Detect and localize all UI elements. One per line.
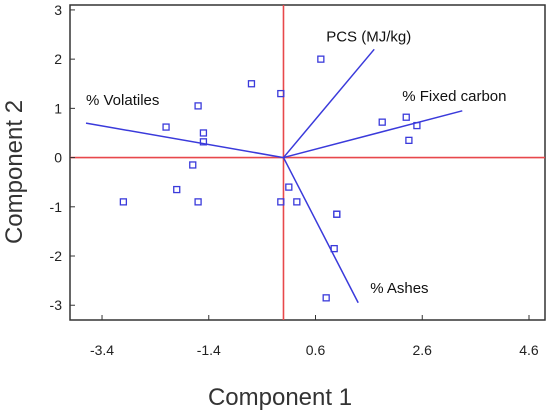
y-tick-label: -3 bbox=[50, 297, 63, 313]
x-tick-label: 4.6 bbox=[519, 342, 539, 358]
score-point bbox=[277, 198, 285, 206]
y-tick-label: 3 bbox=[54, 2, 62, 18]
score-point bbox=[405, 136, 413, 145]
y-tick-label: -2 bbox=[50, 248, 63, 264]
loading-vector bbox=[283, 110, 463, 159]
x-tick-label: 2.6 bbox=[413, 342, 433, 358]
score-point bbox=[293, 198, 301, 206]
loading-vector bbox=[85, 122, 284, 159]
score-point bbox=[330, 244, 338, 253]
score-point bbox=[173, 185, 181, 194]
score-point bbox=[378, 118, 386, 126]
x-tick-label: -3.4 bbox=[90, 342, 114, 358]
loading-vectors: PCS (MJ/kg) % Fixed carbon % Volatiles % As… bbox=[85, 28, 506, 304]
score-point bbox=[317, 55, 325, 63]
y-tick-label: 0 bbox=[54, 150, 62, 166]
score-point bbox=[189, 161, 197, 169]
score-point bbox=[199, 138, 208, 146]
x-axis-ticks: -3.4 -1.4 0.6 2.6 4.6 bbox=[90, 315, 539, 358]
y-tick-label: -1 bbox=[50, 199, 63, 215]
score-point bbox=[199, 129, 208, 137]
score-point bbox=[247, 80, 256, 88]
x-tick-label: -1.4 bbox=[197, 342, 221, 358]
vector-label: PCS (MJ/kg) bbox=[326, 28, 411, 45]
score-point bbox=[333, 210, 341, 218]
vector-label: % Ashes bbox=[370, 280, 428, 297]
loading-vector bbox=[282, 157, 359, 304]
score-point bbox=[277, 89, 285, 98]
score-point bbox=[194, 198, 202, 206]
score-point bbox=[119, 198, 128, 206]
vector-label: % Fixed carbon bbox=[402, 88, 506, 105]
loading-vector bbox=[282, 48, 375, 159]
score-point bbox=[162, 123, 170, 131]
score-point bbox=[194, 102, 202, 110]
y-axis-ticks: 3 2 1 0 -1 -2 -3 bbox=[50, 2, 75, 313]
score-point bbox=[333, 210, 341, 218]
score-point bbox=[285, 183, 293, 191]
x-axis-title: Component 1 bbox=[208, 384, 352, 411]
score-points bbox=[119, 55, 421, 302]
x-tick-label: 0.6 bbox=[306, 342, 326, 358]
y-tick-label: 1 bbox=[54, 100, 62, 116]
y-tick-label: 2 bbox=[54, 51, 62, 67]
score-point bbox=[413, 121, 421, 130]
score-point bbox=[402, 113, 410, 121]
plot-frame bbox=[69, 4, 546, 321]
score-point bbox=[322, 294, 330, 302]
y-axis-title: Component 2 bbox=[1, 100, 28, 244]
vector-label: % Volatiles bbox=[86, 92, 159, 109]
